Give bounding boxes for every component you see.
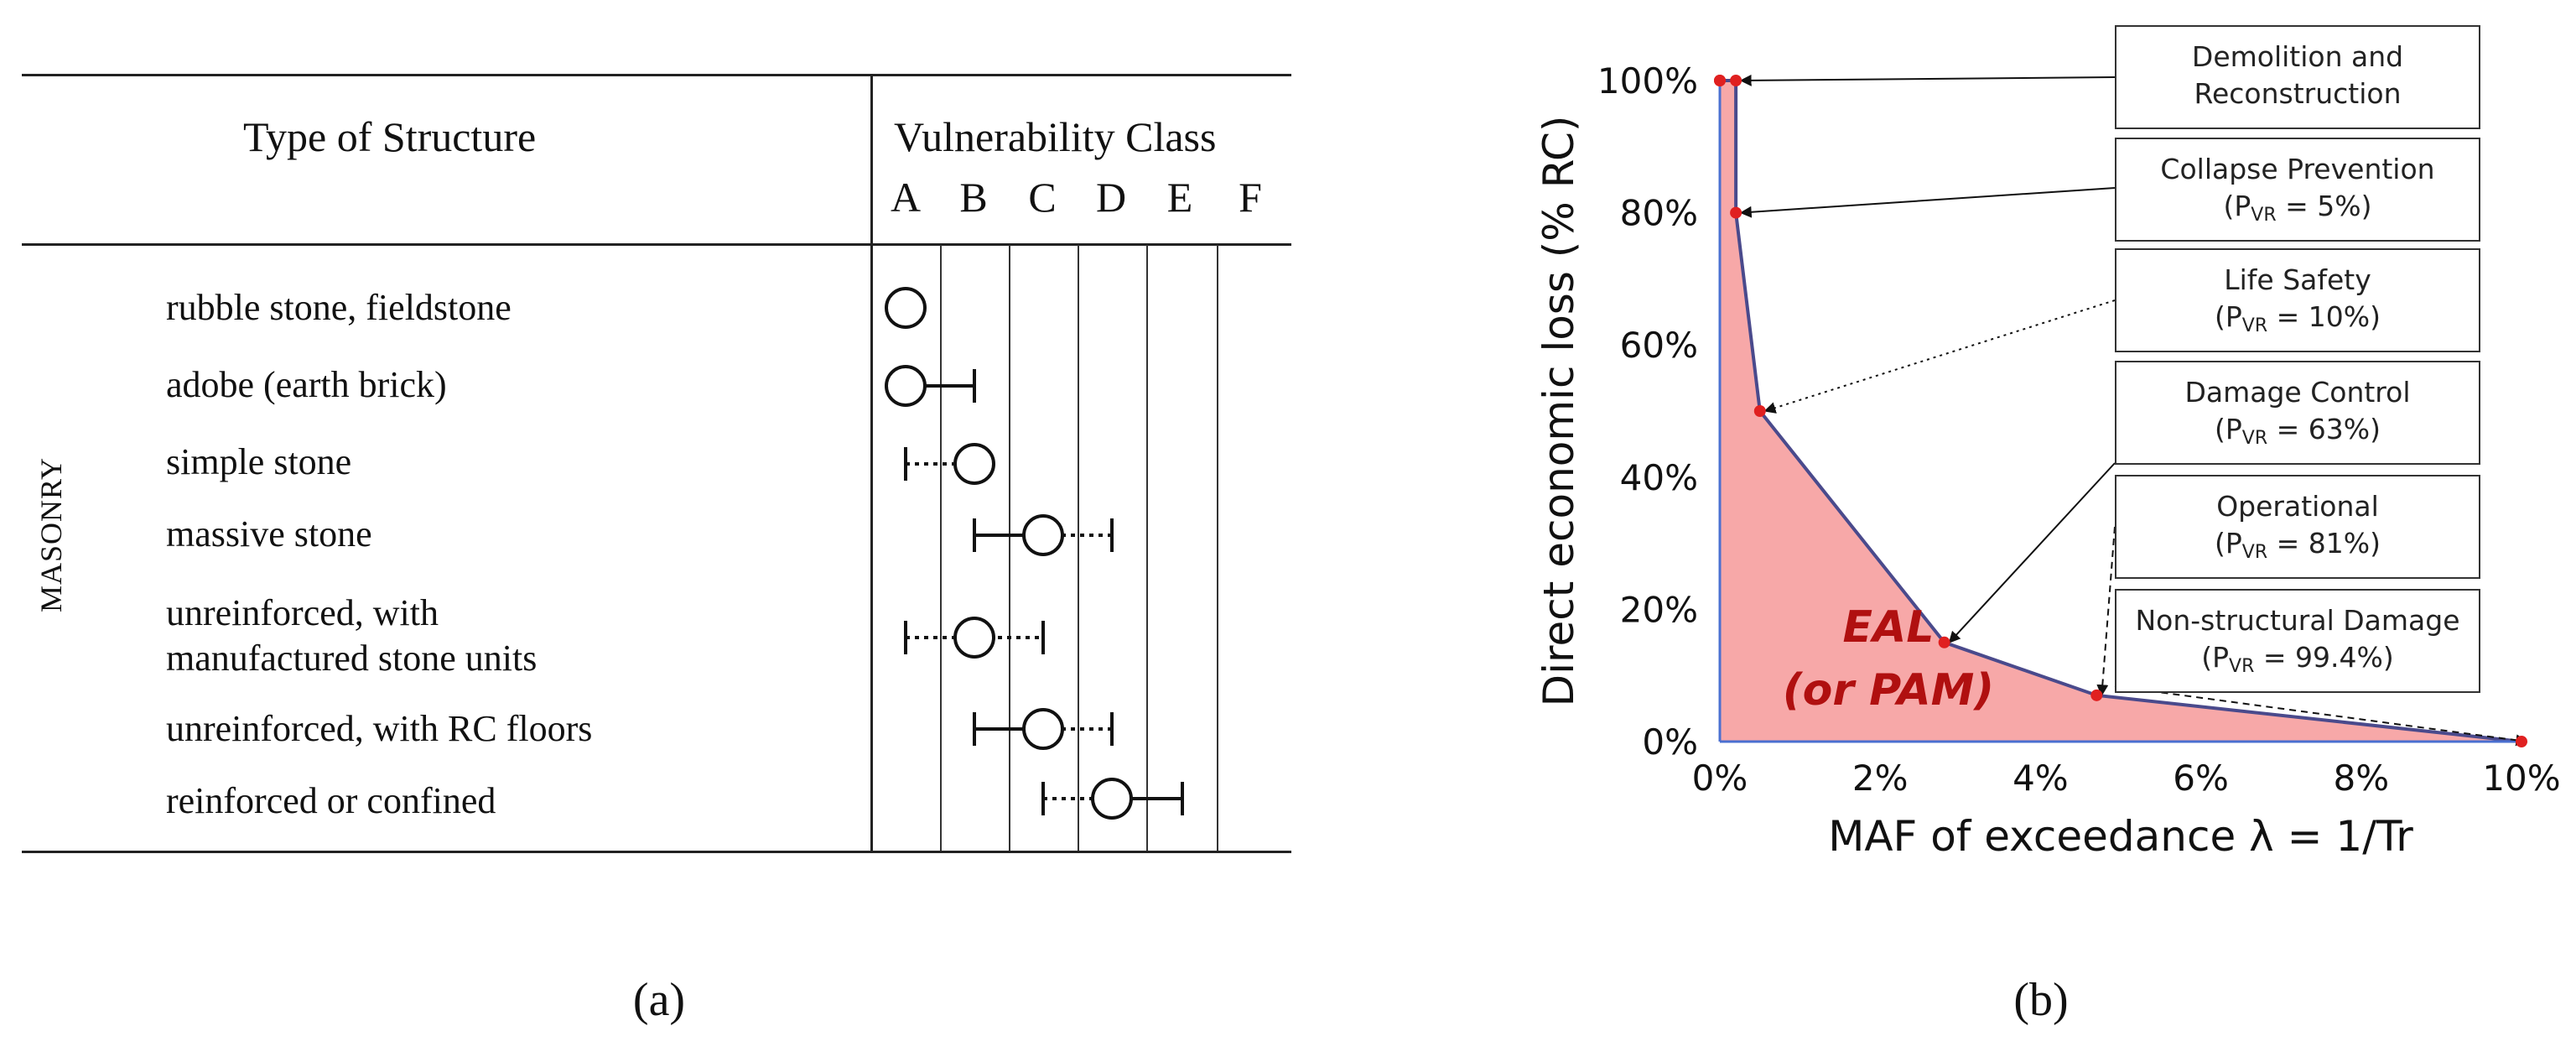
- table-column-divider: [870, 74, 873, 852]
- row-label: adobe (earth brick): [166, 364, 447, 405]
- x-tick-label: 10%: [2482, 758, 2560, 799]
- most-likely-class-circle: [1022, 514, 1064, 556]
- caption-b: (b): [2013, 974, 2069, 1026]
- callout-subtitle: (PVR = 10%): [2215, 300, 2381, 336]
- callout-subtitle: (PVR = 63%): [2215, 413, 2381, 449]
- data-point: [1938, 636, 1950, 648]
- data-point: [2516, 736, 2527, 747]
- eal-label-sub: (or PAM): [1783, 665, 1994, 716]
- pvr-subscript: VR: [2241, 542, 2268, 563]
- class-grid-line: [1078, 245, 1079, 851]
- vulnerability-marks: [885, 287, 1184, 820]
- table-top-rule: [22, 74, 1291, 76]
- callout-arrow: [1948, 462, 2116, 643]
- most-likely-class-circle: [1091, 778, 1133, 820]
- callout-title: Non-structural Damage: [2135, 604, 2460, 637]
- pvr-subscript: VR: [2229, 656, 2255, 677]
- class-letter-d: D: [1095, 174, 1127, 221]
- x-tick-label: 0%: [1692, 758, 1748, 799]
- eal-label: EAL: [1843, 602, 1935, 653]
- y-tick-label: 80%: [1620, 193, 1698, 234]
- row-label: reinforced or confined: [166, 780, 496, 821]
- callout-box: Demolition and Reconstruction: [2115, 25, 2480, 129]
- callout-box: Operational (PVR = 81%): [2115, 475, 2480, 579]
- most-likely-class-circle: [885, 365, 927, 407]
- data-point: [1714, 75, 1726, 86]
- header-type-of-structure: Type of Structure: [243, 113, 537, 160]
- callout-box: Collapse Prevention (PVR = 5%): [2115, 138, 2480, 242]
- class-grid-line: [1146, 245, 1148, 851]
- vulnerability-table: Type of Structure Vulnerability Class A …: [0, 0, 1308, 1026]
- data-point: [1753, 405, 1766, 417]
- x-tick-label: 8%: [2333, 758, 2389, 799]
- pvr-subscript: VR: [2241, 315, 2268, 336]
- most-likely-class-circle: [953, 443, 995, 485]
- class-letter-e: E: [1166, 174, 1193, 221]
- class-grid-line: [1009, 245, 1010, 851]
- callout-title: Demolition and: [2191, 40, 2404, 73]
- callout-title: Collapse Prevention: [2160, 153, 2435, 185]
- header-vulnerability-class: Vulnerability Class: [894, 113, 1217, 160]
- class-letter-b: B: [959, 174, 988, 221]
- table-bottom-rule: [22, 851, 1291, 853]
- class-letter-c: C: [1028, 174, 1057, 221]
- pvr-subscript: VR: [2251, 205, 2277, 226]
- callout-subtitle: (PVR = 5%): [2223, 190, 2372, 226]
- y-tick-label: 40%: [1620, 457, 1698, 498]
- eal-area-fill: [1720, 81, 2521, 742]
- row-label: unreinforced, with manufactured stone uni…: [166, 592, 538, 679]
- callout-arrow: [2096, 526, 2116, 697]
- x-axis-title: MAF of exceedance λ = 1/Tr: [1828, 812, 2413, 861]
- class-letter-f: F: [1239, 174, 1262, 221]
- callout-subtitle: Reconstruction: [2194, 77, 2402, 110]
- most-likely-class-circle: [885, 287, 927, 329]
- caption-a: (a): [632, 974, 686, 1026]
- callout-arrow: [1763, 299, 2116, 414]
- row-label: rubble stone, fieldstone: [166, 287, 512, 328]
- y-tick-label: 20%: [1620, 589, 1698, 630]
- callout-subtitle: (PVR = 99.4%): [2201, 641, 2394, 677]
- callout-title: Operational: [2216, 490, 2379, 523]
- callout-arrow: [2114, 685, 2528, 747]
- y-tick-label: 0%: [1642, 721, 1698, 763]
- row-label: simple stone: [166, 441, 352, 482]
- callout-box: Non-structural Damage (PVR = 99.4%): [2115, 589, 2480, 693]
- callout-subtitle: (PVR = 81%): [2215, 527, 2381, 563]
- loss-curve-chart: 0% 20% 40% 60% 80% 100% 0% 2% 4% 6% 8% 10% Direct ec…: [1535, 60, 2561, 861]
- callout-arrow: [1739, 187, 2116, 218]
- data-point: [1730, 75, 1742, 86]
- class-grid-line: [1217, 245, 1218, 851]
- callout-box: Life Safety (PVR = 10%): [2115, 248, 2480, 352]
- most-likely-class-circle: [1022, 708, 1064, 750]
- x-tick-label: 2%: [1852, 758, 1909, 799]
- callout-title: Damage Control: [2184, 376, 2411, 409]
- x-tick-label: 4%: [2012, 758, 2069, 799]
- most-likely-class-circle: [953, 617, 995, 659]
- callout-arrow: [1739, 74, 2116, 86]
- callout-title: Life Safety: [2224, 263, 2371, 296]
- data-point: [1730, 206, 1742, 219]
- pvr-subscript: VR: [2241, 428, 2268, 449]
- y-axis-title: Direct economic loss (% RC): [1535, 116, 1583, 707]
- row-label: unreinforced, with RC floors: [166, 708, 593, 749]
- table-header-rule: [22, 243, 1291, 246]
- row-label: massive stone: [166, 513, 372, 555]
- class-letter-a: A: [890, 174, 922, 221]
- callout-box: Damage Control (PVR = 63%): [2115, 361, 2480, 465]
- x-tick-label: 6%: [2173, 758, 2229, 799]
- y-tick-label: 60%: [1620, 325, 1698, 366]
- y-tick-label: 100%: [1597, 60, 1698, 102]
- class-grid-line: [940, 245, 942, 851]
- data-point: [2090, 689, 2103, 701]
